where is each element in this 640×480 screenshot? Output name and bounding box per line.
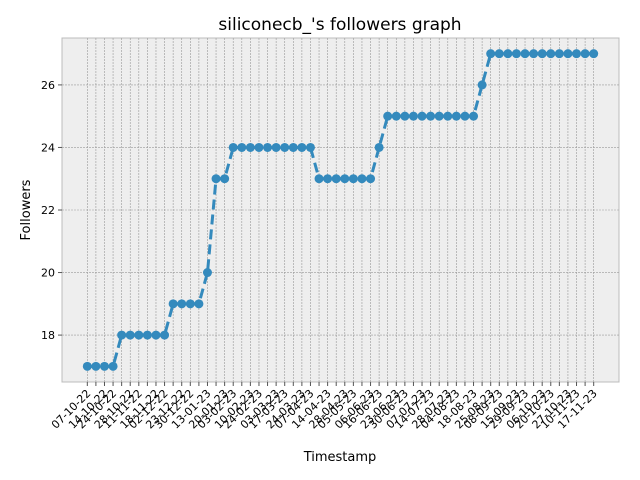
marker (417, 111, 427, 121)
marker (211, 174, 221, 184)
marker (348, 174, 358, 184)
marker (554, 49, 564, 59)
marker (589, 49, 599, 59)
marker (177, 299, 187, 309)
marker (151, 330, 161, 340)
marker (546, 49, 556, 59)
marker (194, 299, 204, 309)
marker (563, 49, 573, 59)
marker (443, 111, 453, 121)
chart-title: siliconecb_'s followers graph (218, 15, 461, 35)
marker (288, 142, 298, 152)
marker (494, 49, 504, 59)
marker (529, 49, 539, 59)
marker (408, 111, 418, 121)
marker (168, 299, 178, 309)
marker (366, 174, 376, 184)
marker (331, 174, 341, 184)
marker (511, 49, 521, 59)
marker (580, 49, 590, 59)
marker (82, 361, 92, 371)
marker (117, 330, 127, 340)
marker (503, 49, 513, 59)
plot-area (61, 37, 620, 383)
marker (520, 49, 530, 59)
marker (477, 80, 487, 90)
marker (91, 361, 101, 371)
marker (228, 142, 238, 152)
y-tick-label: 18 (41, 329, 55, 342)
y-tick-label: 24 (41, 141, 55, 154)
marker (160, 330, 170, 340)
marker (400, 111, 410, 121)
marker (572, 49, 582, 59)
marker (142, 330, 152, 340)
marker (99, 361, 109, 371)
marker (220, 174, 230, 184)
marker (426, 111, 436, 121)
x-axis-label: Timestamp (303, 450, 377, 465)
y-tick-label: 22 (41, 204, 55, 217)
marker (357, 174, 367, 184)
marker (340, 174, 350, 184)
marker (305, 142, 315, 152)
marker (451, 111, 461, 121)
marker (469, 111, 479, 121)
marker (245, 142, 255, 152)
marker (263, 142, 273, 152)
marker (486, 49, 496, 59)
marker (434, 111, 444, 121)
marker (254, 142, 264, 152)
marker (108, 361, 118, 371)
marker (125, 330, 135, 340)
y-tick-label: 26 (41, 79, 55, 92)
marker (237, 142, 247, 152)
marker (297, 142, 307, 152)
marker (134, 330, 144, 340)
marker (185, 299, 195, 309)
marker (374, 142, 384, 152)
marker (537, 49, 547, 59)
marker (323, 174, 333, 184)
marker (314, 174, 324, 184)
y-tick-label: 20 (41, 267, 55, 280)
marker (271, 142, 281, 152)
marker (460, 111, 470, 121)
marker (280, 142, 290, 152)
y-axis-label: Followers (19, 179, 34, 240)
marker (391, 111, 401, 121)
marker (202, 268, 212, 278)
marker (383, 111, 393, 121)
